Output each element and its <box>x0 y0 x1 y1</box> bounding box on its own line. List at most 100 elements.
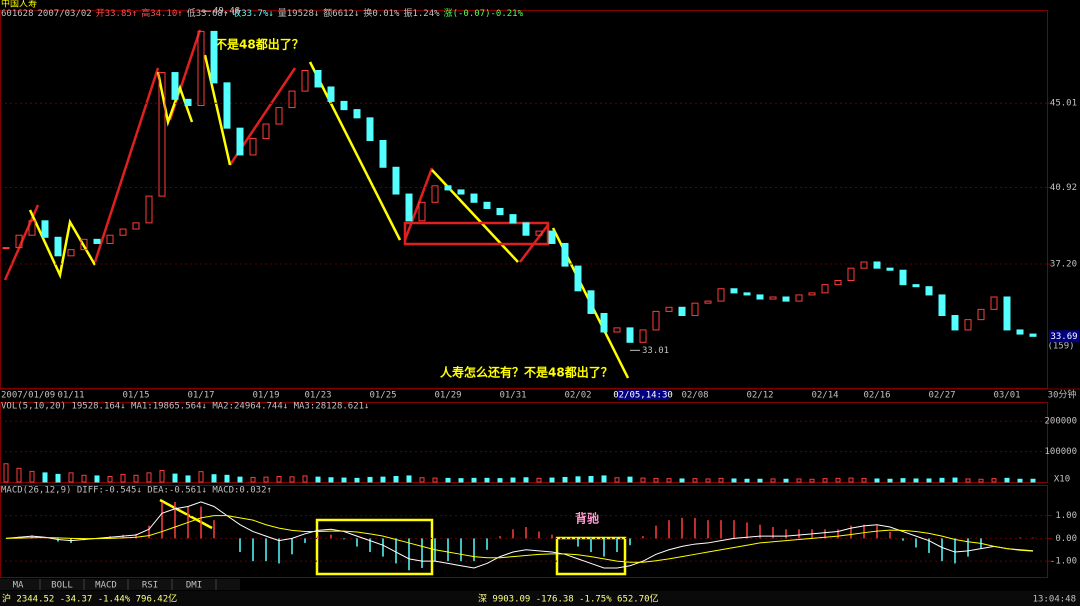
last-price-label: 33.69 <box>1050 332 1077 342</box>
volume-bar <box>55 473 61 483</box>
candle <box>106 234 114 244</box>
status-bar <box>0 591 1080 606</box>
x-tick-label: 01/19 <box>252 391 279 401</box>
candle <box>314 70 322 88</box>
volume-bar <box>978 478 984 483</box>
candle <box>509 214 517 224</box>
diff-line <box>5 501 1034 569</box>
volume-bar <box>939 477 945 483</box>
x-tick-label: 03/01 <box>993 391 1020 401</box>
macd-pane <box>0 485 1048 578</box>
volume-bar <box>354 477 360 483</box>
volume-bar <box>471 477 477 483</box>
quote-field: 收33.7%↓ <box>232 7 274 19</box>
volume-unit: X10 <box>1054 475 1070 485</box>
candle <box>756 294 764 300</box>
volume-bar <box>666 478 672 483</box>
candle <box>171 72 179 100</box>
volume-bar <box>263 476 269 483</box>
x-tick-label: 01/11 <box>57 391 84 401</box>
candle <box>327 86 335 102</box>
candle <box>678 306 686 317</box>
volume-bar <box>432 477 438 483</box>
volume-bar <box>81 474 87 483</box>
tab[interactable]: BOLL <box>51 581 73 591</box>
candle <box>275 107 283 125</box>
candle <box>626 327 634 343</box>
macd-title: MACD(26,12,9) DIFF:-0.545↓ DEA:-0.561↓ M… <box>1 486 272 496</box>
tab[interactable]: RSI <box>142 581 158 591</box>
candle <box>67 249 75 257</box>
annotation: 背驰 <box>575 511 599 526</box>
x-tick-label: 01/31 <box>499 391 526 401</box>
candle <box>54 236 62 257</box>
candle <box>457 189 465 195</box>
candle <box>392 166 400 195</box>
volume-bar <box>1017 478 1023 483</box>
volume-bar <box>640 477 646 483</box>
candle <box>353 109 361 119</box>
candle <box>496 207 504 216</box>
volume-bar <box>250 476 256 483</box>
volume-bar <box>926 478 932 483</box>
status-time: 13:04:48 <box>1033 595 1076 605</box>
volume-bar <box>120 473 126 483</box>
x-tick-label: 02/05,14:30 <box>613 391 673 401</box>
volume-bar <box>900 478 906 483</box>
volume-bar <box>835 477 841 483</box>
tab[interactable]: DMI <box>186 581 202 591</box>
volume-bar <box>107 476 113 483</box>
volume-title: VOL(5,10,20) 19528.164↓ MA1:19865.564↓ M… <box>1 402 369 412</box>
volume-bar <box>133 474 139 483</box>
candle <box>691 302 699 317</box>
volume-bar <box>913 478 919 483</box>
tab[interactable]: MA <box>13 581 24 591</box>
quote-field: 涨(-0.07)-0.21% <box>444 8 524 19</box>
quote-line: 601628 2007/03/02 开33.85↑ 高34.10↑ 低33.68↑ 收33… <box>1 7 524 19</box>
candle <box>873 261 881 269</box>
dea-line <box>5 515 1034 563</box>
volume-bar <box>3 463 9 483</box>
quote-field: 601628 <box>1 9 34 19</box>
volume-bar <box>965 478 971 483</box>
candle <box>717 288 725 302</box>
position-label: (159) <box>1047 342 1074 352</box>
volume-bar <box>692 478 698 483</box>
x-tick-label: 02/12 <box>746 391 773 401</box>
period-label: 30分钟 <box>1048 389 1077 401</box>
volume-bar <box>328 477 334 483</box>
candle <box>158 72 166 197</box>
candle <box>197 30 205 107</box>
tab[interactable]: MACD <box>95 581 117 591</box>
y-tick-label: 37.20 <box>1050 260 1077 270</box>
candle <box>288 90 296 109</box>
volume-bar <box>224 474 230 483</box>
candle <box>704 300 712 304</box>
status-sh: 沪 2344.52 -34.37 -1.44% 796.42亿 <box>2 593 177 605</box>
candle <box>132 222 140 230</box>
y-tick-label: 200000 <box>1044 417 1077 427</box>
volume-bar <box>874 478 880 483</box>
y-tick-label: 100000 <box>1044 447 1077 457</box>
x-tick-label: 01/17 <box>187 391 214 401</box>
x-tick-label: 02/16 <box>863 391 890 401</box>
volume-bar <box>614 477 620 483</box>
x-tick-label: 02/02 <box>564 391 591 401</box>
candle <box>210 30 218 84</box>
candle <box>912 284 920 288</box>
quote-field: 高34.10↑ <box>141 7 183 19</box>
volume-bar <box>549 477 555 483</box>
candle <box>574 265 582 292</box>
volume-bar <box>497 478 503 483</box>
volume-bar <box>289 476 295 483</box>
candle <box>639 329 647 343</box>
volume-bar <box>146 472 152 483</box>
cursor-date-bg <box>617 390 669 400</box>
volume-bar <box>822 478 828 483</box>
tab-bar <box>0 579 240 590</box>
volume-bar <box>68 472 74 483</box>
x-tick-label: 2007/01/09 <box>1 391 55 401</box>
candle <box>600 312 608 333</box>
volume-bar <box>510 477 516 483</box>
